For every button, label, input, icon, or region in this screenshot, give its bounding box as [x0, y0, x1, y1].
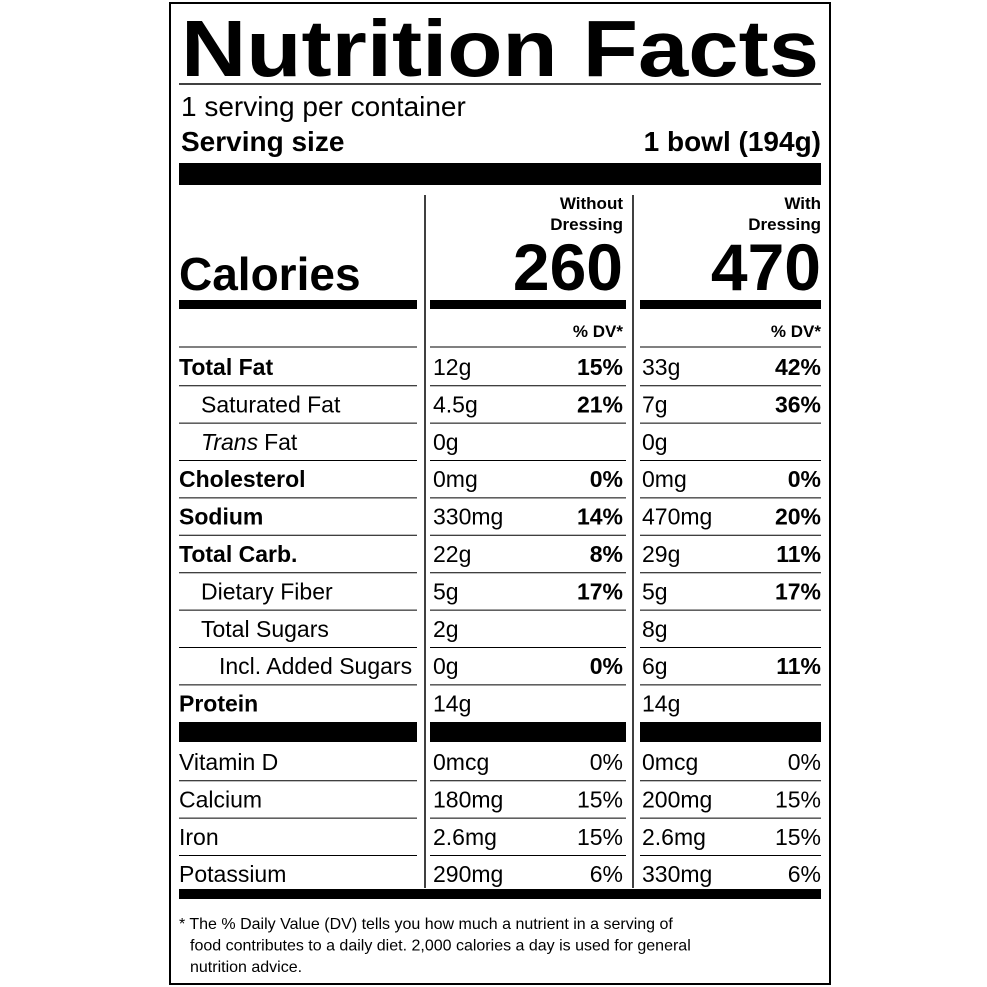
- amount: 7g: [642, 391, 668, 417]
- nutrient-label: Potassium: [179, 861, 286, 887]
- daily-value: 36%: [775, 391, 821, 417]
- daily-value: 21%: [577, 391, 623, 417]
- amount: 2.6mg: [433, 824, 497, 850]
- amount: 200mg: [642, 786, 712, 812]
- amount: 14g: [642, 691, 680, 717]
- amount: 14g: [433, 691, 471, 717]
- daily-value: 14%: [577, 504, 623, 530]
- daily-value: 11%: [776, 541, 821, 567]
- amount: 290mg: [433, 861, 503, 887]
- column-heading: Dressing: [550, 215, 623, 234]
- daily-value: 17%: [577, 578, 623, 604]
- amount: 470mg: [642, 504, 712, 530]
- amount: 0g: [433, 653, 459, 679]
- nutrient-label: Total Sugars: [201, 616, 329, 642]
- daily-value: 11%: [776, 653, 821, 679]
- nutrient-label: Cholesterol: [179, 466, 306, 492]
- thick-bar: [640, 722, 821, 742]
- calories-bar: [430, 300, 626, 309]
- amount: 29g: [642, 541, 680, 567]
- nutrient-label: Vitamin D: [179, 749, 278, 775]
- nutrient-label: Protein: [179, 691, 258, 717]
- daily-value: 0%: [590, 653, 623, 679]
- nutrient-label-italic: Trans: [201, 429, 259, 455]
- amount: 0g: [433, 429, 459, 455]
- servings: 1 serving per container: [181, 91, 466, 122]
- daily-value: 15%: [577, 824, 623, 850]
- daily-value: 15%: [577, 786, 623, 812]
- column-heading: Dressing: [748, 215, 821, 234]
- column-heading: With: [784, 194, 821, 213]
- calories-bar: [179, 300, 417, 309]
- daily-value: 6%: [590, 861, 623, 887]
- title: Nutrition Facts: [181, 4, 819, 93]
- thick-bar: [179, 722, 417, 742]
- daily-value: 8%: [590, 541, 623, 567]
- nutrient-label: Incl. Added Sugars: [219, 653, 412, 679]
- amount: 6g: [642, 653, 668, 679]
- nutrient-label: Iron: [179, 824, 219, 850]
- daily-value: 15%: [775, 786, 821, 812]
- calories-bar: [640, 300, 821, 309]
- daily-value: 0%: [788, 466, 821, 492]
- amount: 0mcg: [642, 749, 698, 775]
- amount: 5g: [433, 578, 459, 604]
- daily-value: 0%: [590, 466, 623, 492]
- amount: 0mcg: [433, 749, 489, 775]
- thick-bar: [430, 722, 626, 742]
- daily-value: 17%: [775, 578, 821, 604]
- amount: 33g: [642, 354, 680, 380]
- daily-value: 0%: [590, 749, 623, 775]
- amount: 4.5g: [433, 391, 478, 417]
- amount: 2g: [433, 616, 459, 642]
- calories-label: Calories: [179, 248, 361, 300]
- amount: 0mg: [433, 466, 478, 492]
- daily-value: 20%: [775, 504, 821, 530]
- nutrient-label: Sodium: [179, 504, 263, 530]
- calories-value: 470: [711, 230, 821, 304]
- daily-value: 0%: [788, 749, 821, 775]
- serving-size-label: Serving size: [181, 126, 344, 157]
- daily-value: 6%: [788, 861, 821, 887]
- calories-value: 260: [513, 230, 623, 304]
- amount: 8g: [642, 616, 668, 642]
- amount: 180mg: [433, 786, 503, 812]
- nutrient-label-text: Fat: [264, 429, 298, 455]
- column-heading: Without: [560, 194, 623, 213]
- footnote: nutrition advice.: [190, 959, 302, 976]
- amount: 12g: [433, 354, 471, 380]
- thick-bar: [179, 889, 821, 899]
- nutrient-label: Total Carb.: [179, 541, 297, 567]
- serving-size-value: 1 bowl (194g): [644, 126, 821, 157]
- amount: 2.6mg: [642, 824, 706, 850]
- thick-bar: [179, 163, 821, 185]
- daily-value: 15%: [577, 354, 623, 380]
- nutrient-label: Calcium: [179, 786, 262, 812]
- footnote: * The % Daily Value (DV) tells you how m…: [179, 916, 673, 933]
- nutrient-label: Total Fat: [179, 354, 273, 380]
- daily-value: 15%: [775, 824, 821, 850]
- amount: 0g: [642, 429, 668, 455]
- nutrient-label: Trans Fat: [201, 429, 298, 455]
- amount: 5g: [642, 578, 668, 604]
- amount: 22g: [433, 541, 471, 567]
- nutrient-label: Saturated Fat: [201, 391, 341, 417]
- nutrient-label: Dietary Fiber: [201, 578, 333, 604]
- daily-value: 42%: [775, 354, 821, 380]
- amount: 330mg: [433, 504, 503, 530]
- dv-header: % DV*: [573, 322, 623, 341]
- amount: 330mg: [642, 861, 712, 887]
- dv-header: % DV*: [771, 322, 821, 341]
- amount: 0mg: [642, 466, 687, 492]
- footnote: food contributes to a daily diet. 2,000 …: [190, 938, 691, 955]
